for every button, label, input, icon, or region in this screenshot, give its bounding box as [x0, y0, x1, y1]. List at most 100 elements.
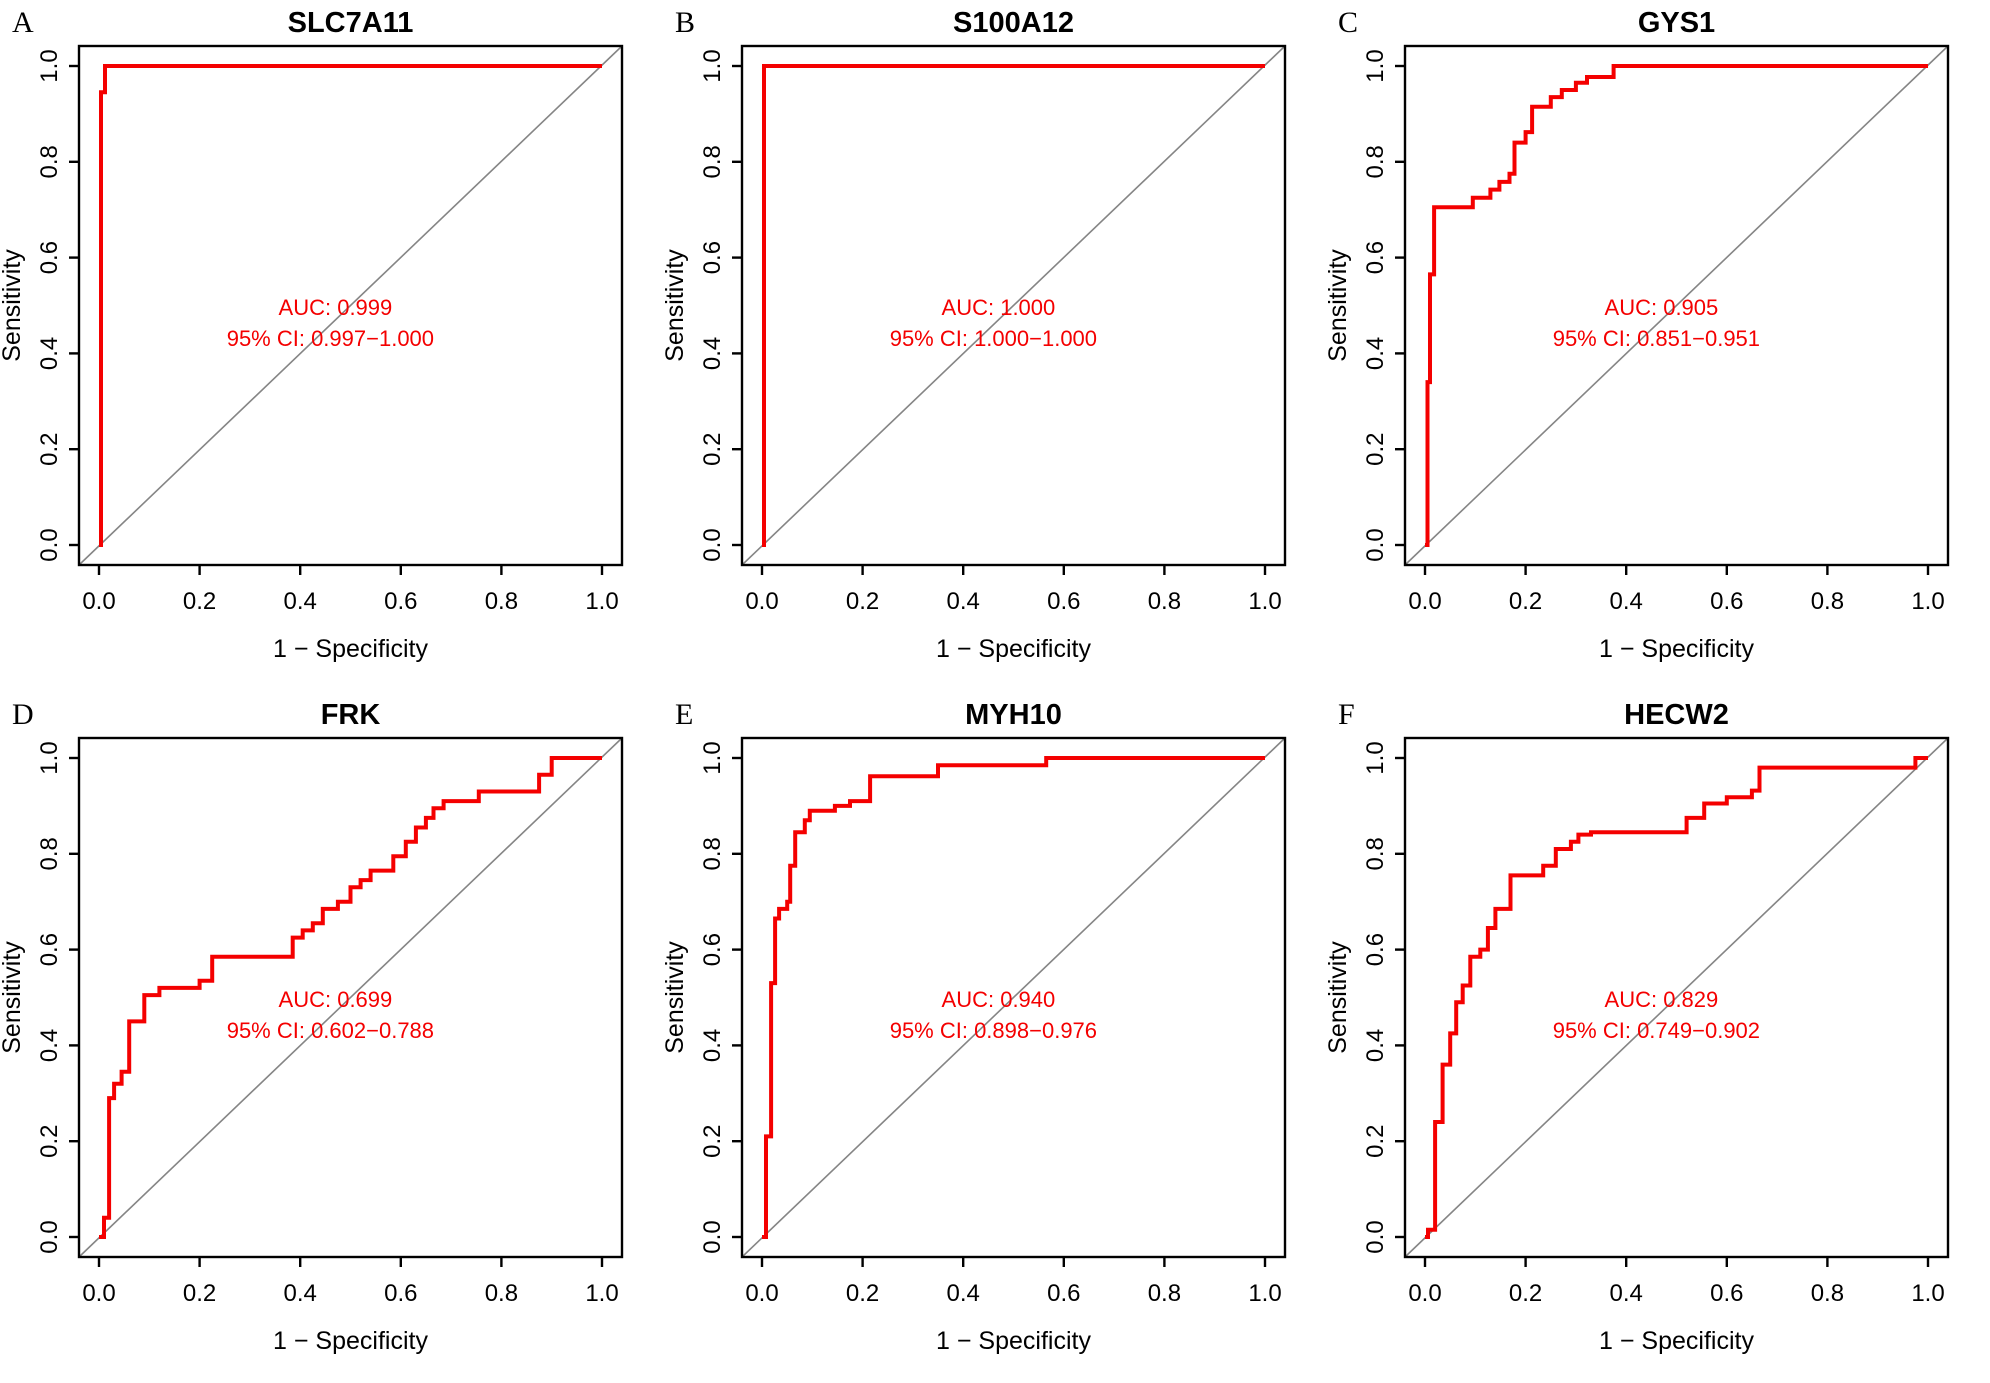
plot-frame [77, 44, 624, 567]
x-tick-label: 0.6 [1710, 1280, 1743, 1307]
x-tick-label: 0.8 [1148, 588, 1181, 615]
auc-value-text: AUC: 0.905 [1605, 295, 1719, 320]
panel-title: S100A12 [953, 7, 1074, 39]
diagonal-reference-line [741, 736, 1286, 1258]
panel-letter: D [12, 698, 34, 731]
y-tick-label: 0.8 [699, 145, 726, 178]
y-tick-label: 0.4 [699, 337, 726, 370]
panel-title: FRK [321, 699, 381, 731]
y-tick-label: 0.8 [1362, 145, 1389, 178]
auc-ci-text: 95% CI: 0.851−0.951 [1553, 326, 1760, 351]
x-tick-label: 0.0 [1408, 588, 1441, 615]
x-tick-label: 0.8 [485, 1280, 518, 1307]
plot-frame [1403, 736, 1950, 1258]
x-tick-label: 0.8 [1811, 1280, 1844, 1307]
panel-background [1326, 691, 1989, 1383]
x-axis-label: 1 − Specificity [1599, 1327, 1754, 1355]
auc-ci-text: 95% CI: 0.997−1.000 [227, 326, 434, 351]
x-axis-label: 1 − Specificity [1599, 635, 1754, 663]
y-tick-label: 0.4 [699, 1028, 726, 1061]
panel-letter: A [12, 6, 34, 39]
x-tick-label: 0.2 [183, 588, 216, 615]
y-tick-label: 0.2 [36, 1124, 63, 1157]
auc-value-text: AUC: 0.999 [279, 295, 393, 320]
y-tick-label: 1.0 [1362, 49, 1389, 82]
roc-curve [762, 64, 1265, 547]
x-tick-label: 0.8 [1148, 1280, 1181, 1307]
panel-title: MYH10 [965, 699, 1062, 731]
auc-value-text: AUC: 0.699 [279, 987, 393, 1012]
y-tick-label: 1.0 [699, 741, 726, 774]
x-tick-label: 0.0 [1408, 1280, 1441, 1307]
x-tick-label: 1.0 [1248, 588, 1281, 615]
auc-value-text: AUC: 0.829 [1605, 987, 1719, 1012]
y-tick-label: 0.6 [699, 241, 726, 274]
x-tick-label: 0.0 [82, 588, 115, 615]
x-tick-label: 0.2 [1509, 1280, 1542, 1307]
auc-value-text: AUC: 1.000 [942, 295, 1056, 320]
plot-frame [740, 44, 1287, 567]
auc-ci-text: 95% CI: 1.000−1.000 [890, 326, 1097, 351]
y-tick-label: 0.6 [36, 932, 63, 965]
panel-letter: F [1338, 698, 1355, 731]
y-tick-label: 0.2 [1362, 433, 1389, 466]
plot-frame [740, 736, 1287, 1258]
x-tick-label: 0.4 [284, 1280, 317, 1307]
y-tick-label: 0.2 [1362, 1124, 1389, 1157]
diagonal-reference-line [78, 45, 623, 566]
y-axis-label: Sensitivity [663, 940, 689, 1053]
x-tick-label: 0.6 [1047, 588, 1080, 615]
diagonal-reference-line [741, 45, 1286, 566]
x-tick-label: 1.0 [1248, 1280, 1281, 1307]
x-tick-label: 0.0 [745, 1280, 778, 1307]
y-tick-label: 1.0 [36, 49, 63, 82]
plot-frame [77, 736, 624, 1258]
roc-plot-svg: C GYS1 0.0 0.0 0.2 0.2 0.4 0.4 0.6 0.6 0.8 0.8 1.0 1.… [1326, 0, 1989, 691]
panel-background [663, 0, 1326, 691]
auc-ci-text: 95% CI: 0.898−0.976 [890, 1018, 1097, 1043]
x-axis-label: 1 − Specificity [936, 635, 1091, 663]
roc-curve [99, 755, 602, 1239]
roc-plot-svg: A SLC7A11 0.0 0.0 0.2 0.2 0.4 0.4 0.6 0.6 0.8 0.8 1.… [0, 0, 663, 691]
roc-plot-svg: E MYH10 0.0 0.0 0.2 0.2 0.4 0.4 0.6 0.6 0.8 0.8 1.0 1… [663, 691, 1326, 1383]
roc-curve [99, 64, 602, 547]
y-tick-label: 0.8 [699, 837, 726, 870]
roc-panel-frk: D FRK 0.0 0.0 0.2 0.2 0.4 0.4 0.6 0.6 0.8 0.8 1.0 1.0… [0, 691, 663, 1383]
x-tick-label: 0.6 [1047, 1280, 1080, 1307]
x-tick-label: 0.8 [485, 588, 518, 615]
x-tick-label: 0.4 [284, 588, 317, 615]
y-tick-label: 0.0 [36, 528, 63, 561]
x-tick-label: 1.0 [585, 1280, 618, 1307]
x-tick-label: 0.4 [1610, 1280, 1643, 1307]
y-axis-label: Sensitivity [1326, 249, 1352, 362]
x-tick-label: 0.4 [1610, 588, 1643, 615]
roc-curve [1425, 755, 1928, 1239]
roc-plot-svg: F HECW2 0.0 0.0 0.2 0.2 0.4 0.4 0.6 0.6 0.8 0.8 1.0 1… [1326, 691, 1989, 1383]
y-tick-label: 0.2 [699, 433, 726, 466]
x-tick-label: 0.6 [1710, 588, 1743, 615]
panel-letter: E [675, 698, 693, 731]
y-tick-label: 0.8 [1362, 837, 1389, 870]
roc-curve [762, 755, 1265, 1239]
x-tick-label: 0.2 [183, 1280, 216, 1307]
x-tick-label: 0.6 [384, 588, 417, 615]
diagonal-reference-line [1404, 736, 1949, 1258]
roc-panel-hecw2: F HECW2 0.0 0.0 0.2 0.2 0.4 0.4 0.6 0.6 0.8 0.8 1.0 1… [1326, 691, 1989, 1383]
roc-panel-slc7a11: A SLC7A11 0.0 0.0 0.2 0.2 0.4 0.4 0.6 0.6 0.8 0.8 1.… [0, 0, 663, 691]
y-tick-label: 0.0 [699, 1220, 726, 1253]
auc-ci-text: 95% CI: 0.602−0.788 [227, 1018, 434, 1043]
x-tick-label: 0.2 [846, 1280, 879, 1307]
panel-background [663, 691, 1326, 1383]
y-tick-label: 0.6 [36, 241, 63, 274]
y-tick-label: 0.4 [1362, 1028, 1389, 1061]
diagonal-reference-line [78, 736, 623, 1258]
y-tick-label: 0.0 [699, 528, 726, 561]
panel-letter: B [675, 6, 695, 39]
y-tick-label: 0.2 [699, 1124, 726, 1157]
x-tick-label: 0.0 [82, 1280, 115, 1307]
y-tick-label: 0.8 [36, 837, 63, 870]
x-tick-label: 0.8 [1811, 588, 1844, 615]
y-tick-label: 0.6 [1362, 241, 1389, 274]
y-tick-label: 0.4 [36, 1028, 63, 1061]
